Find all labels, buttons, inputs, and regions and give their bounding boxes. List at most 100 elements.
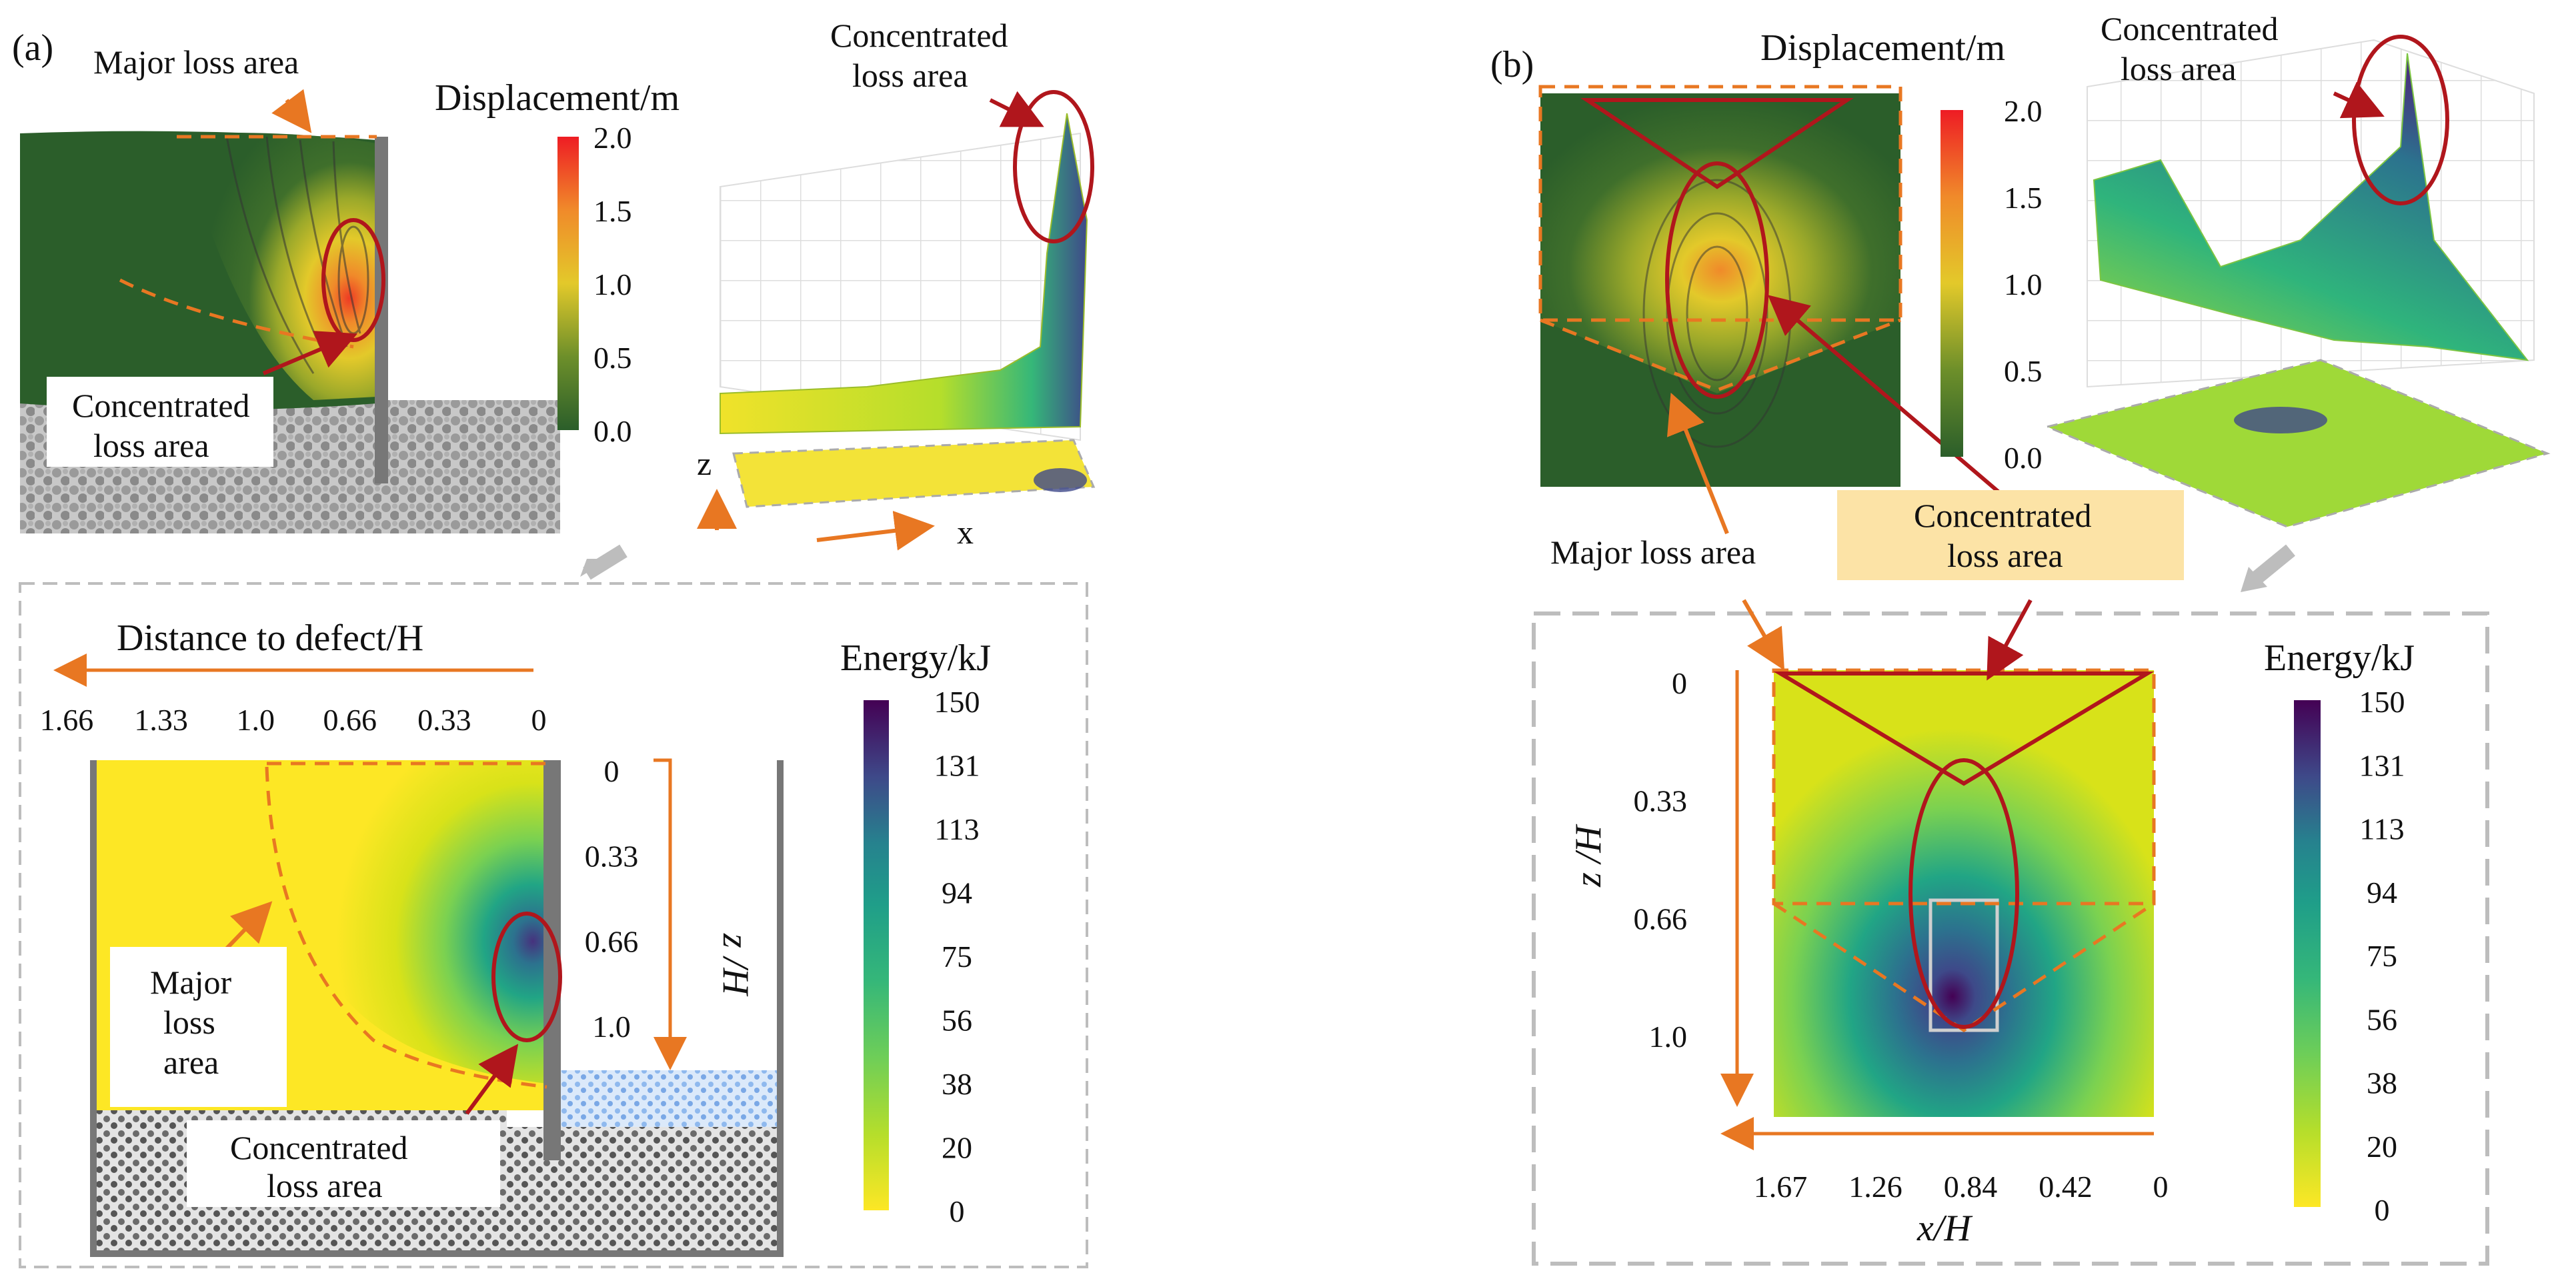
depth-tick: 0.66	[585, 924, 639, 958]
energy-major-label-3: area	[163, 1044, 219, 1081]
energy-colorbar-tick: 20	[2367, 1130, 2397, 1164]
surface-concentrated-label-2: loss area	[852, 57, 968, 94]
surface-concentrated-circle	[1013, 90, 1094, 243]
distance-tick: 1.33	[134, 703, 188, 737]
surface-concentrated-label-1: Concentrated	[2101, 10, 2279, 47]
major-loss-v	[1540, 318, 1901, 392]
depth-axis-arrow	[654, 758, 687, 1070]
panel-b-transition-arrow-shaft	[2249, 544, 2295, 586]
energy-major-label-1: Major	[150, 964, 232, 1001]
energy-colorbar-tick: 75	[942, 940, 972, 974]
energy-colorbar-ticks: 150 131 113 94 75 56 38 20 0	[2359, 685, 2405, 1227]
energy-concentrated-arrow	[465, 1044, 519, 1115]
major-loss-label: Major loss area	[93, 43, 299, 81]
concentrated-loss-ellipse	[1908, 758, 2019, 1029]
panel-b-energy-colorbar: Energy/kJ 150 131 113 94 75 56 38 20 0	[2264, 637, 2415, 1227]
concentrated-label-2: loss area	[93, 427, 209, 464]
concentrated-label-1: Concentrated	[72, 387, 250, 424]
energy-colorbar-tick: 150	[934, 685, 980, 719]
x-tick: 0	[2153, 1170, 2169, 1204]
x-axis-arrow	[816, 510, 935, 551]
colorbar-tick: 2.0	[593, 121, 632, 155]
surface-grid	[720, 132, 1081, 441]
energy-concentrated-arrow	[1987, 599, 2033, 681]
z-ticks: 0 0.33 0.66 1.0	[1634, 666, 1688, 1054]
concentrated-loss-ellipse	[1665, 161, 1769, 399]
major-loss-v	[1772, 902, 2155, 1033]
panel-a-label: (a)	[12, 27, 53, 69]
energy-colorbar-gradient	[864, 700, 889, 1210]
energy-colorbar-tick: 0	[950, 1194, 965, 1228]
panel-a-energy-frame	[19, 582, 1088, 1268]
energy-colorbar-tick: 56	[942, 1004, 972, 1038]
z-axis-label: z /H	[1568, 824, 1609, 888]
energy-colorbar-tick: 38	[2367, 1066, 2397, 1100]
colorbar-tick: 0.0	[2004, 441, 2043, 475]
surface-projection	[732, 439, 1096, 508]
major-label-bg	[110, 947, 287, 1107]
panel-b-transition-arrow	[2241, 567, 2267, 592]
energy-concentrated-circle	[491, 912, 562, 1042]
concentrated-label-2: loss area	[1947, 537, 2063, 574]
panel-a-displacement-section: Major loss area Concentrated loss area	[20, 43, 560, 533]
colorbar-tick: 2.0	[2004, 94, 2043, 128]
energy-major-label-2: loss	[163, 1004, 215, 1041]
colorbar-tick: 0.5	[593, 341, 632, 375]
energy-field	[1774, 670, 2154, 1117]
energy-colorbar-tick: 131	[934, 749, 980, 783]
panel-b-energy-map: 0 0.33 0.66 1.0 z /H 1.67 1.26 0.84 0.42 0 x/H	[1568, 599, 2169, 1249]
panel-b: (b) Major loss area Concentrated loss ar…	[1490, 10, 2551, 1266]
energy-colorbar-tick: 75	[2367, 939, 2397, 973]
x-axis-label: x/H	[1916, 1208, 1973, 1249]
surface-concentrated-circle	[2352, 35, 2449, 205]
label-bg	[47, 377, 273, 467]
panel-b-energy-frame	[1532, 611, 2489, 1266]
x-tick: 1.67	[1754, 1170, 1808, 1204]
distance-tick: 1.0	[236, 703, 275, 737]
energy-colorbar-tick: 38	[942, 1067, 972, 1101]
energy-concentrated-label-2: loss area	[267, 1167, 383, 1204]
energy-colorbar-title: Energy/kJ	[840, 637, 991, 679]
colorbar-ticks: 2.0 1.5 1.0 0.5 0.0	[593, 121, 632, 448]
depth-tick: 0.33	[585, 840, 639, 874]
projection-hotspot	[1034, 468, 1087, 492]
depth-tick: 1.0	[592, 1010, 631, 1044]
surface-mesh	[720, 113, 1088, 435]
concentrated-highlight	[1837, 490, 2184, 580]
major-loss-box	[1538, 85, 1902, 322]
major-loss-arrow	[1666, 392, 1729, 535]
z-tick: 0.66	[1634, 902, 1688, 936]
panel-a: (a) Major loss area Concentrated loss ar…	[12, 17, 1096, 1268]
surface-mesh	[2093, 53, 2529, 361]
depth-axis-label: z /H	[715, 933, 756, 996]
energy-colorbar-tick: 94	[2367, 876, 2397, 910]
energy-colorbar-tick: 56	[2367, 1002, 2397, 1036]
major-loss-label: Major loss area	[1550, 533, 1756, 571]
surface-concentrated-label-2: loss area	[2121, 50, 2237, 87]
colorbar-gradient	[1941, 110, 1963, 457]
colorbar-title: Displacement/m	[1760, 27, 2005, 69]
concentrated-label-1: Concentrated	[1914, 497, 2092, 534]
energy-field	[267, 760, 547, 1084]
x-tick: 1.26	[1848, 1170, 1902, 1204]
energy-colorbar-tick: 131	[2359, 748, 2405, 782]
colorbar-tick: 1.5	[2004, 181, 2043, 215]
x-tick: 0.84	[1944, 1170, 1998, 1204]
surface-concentrated-arrow	[989, 91, 1044, 127]
panel-a-transition-arrow-shaft	[583, 544, 627, 580]
energy-colorbar-tick: 20	[942, 1131, 972, 1165]
x-axis-label: x	[957, 513, 974, 551]
z-axis-label: z	[697, 445, 712, 482]
x-tick: 0.42	[2039, 1170, 2093, 1204]
colorbar-tick: 0.0	[593, 414, 632, 448]
distance-tick: 1.66	[40, 703, 94, 737]
panel-b-label: (b)	[1490, 44, 1534, 85]
distance-ticks: 1.66 1.33 1.0 0.66 0.33 0	[40, 703, 547, 737]
energy-colorbar-tick: 113	[934, 812, 979, 846]
colorbar-tick: 1.0	[593, 267, 632, 301]
major-loss-arrow	[271, 89, 312, 133]
panel-a-surface-3d: Concentrated loss area z x	[697, 17, 1096, 551]
z-tick: 1.0	[1649, 1020, 1688, 1054]
colorbar-tick: 0.5	[2004, 354, 2043, 388]
energy-colorbar-tick: 94	[942, 876, 972, 910]
